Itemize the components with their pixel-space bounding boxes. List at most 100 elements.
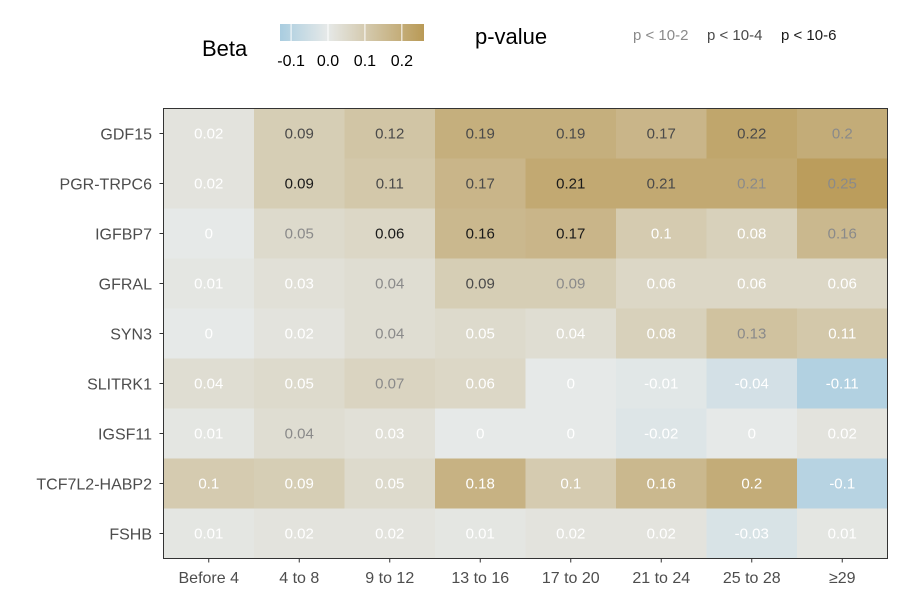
- x-axis: Before 4 4 to 8 9 to 12 13 to 16 17 to 20 21 …: [179, 558, 856, 587]
- heatmap-cell-label: 0.08: [647, 326, 676, 343]
- heatmap-cell: [254, 108, 345, 159]
- heatmap-cell: [797, 458, 888, 509]
- heatmap-cell: [797, 508, 888, 559]
- heatmap-cell-label: 0.11: [376, 176, 404, 193]
- heatmap-cell-label: 0.05: [375, 476, 404, 493]
- heatmap-cell-label: 0.02: [647, 526, 676, 543]
- heatmap-cell: [163, 258, 255, 309]
- heatmap-cell-label: 0.01: [194, 526, 223, 543]
- heatmap-cell-label: 0.09: [285, 176, 314, 193]
- heatmap-cell: [706, 108, 798, 159]
- heatmap-cell-label: 0.18: [466, 476, 495, 493]
- heatmap-cell: [525, 108, 617, 159]
- heatmap-cell: [797, 258, 888, 309]
- heatmap-cell: [706, 208, 798, 259]
- heatmap-cell: [525, 308, 617, 359]
- heatmap-cell-label: 0.16: [647, 476, 676, 493]
- heatmap-cell: [616, 408, 707, 459]
- heatmap-cell-label: 0.05: [466, 326, 495, 343]
- heatmap-cell-label: 0: [567, 426, 575, 443]
- heatmap-cell-label: 0.02: [194, 176, 223, 193]
- heatmap-cell: [706, 408, 798, 459]
- beta-tick-label: 0.0: [317, 53, 339, 70]
- heatmap-cell: [706, 508, 798, 559]
- heatmap-cell-label: 0.11: [828, 326, 856, 343]
- pvalue-legend: p-value p < 10-2 p < 10-4 p < 10-6: [475, 24, 836, 49]
- heatmap-cell: [616, 158, 707, 209]
- heatmap-cell-label: 0.2: [741, 476, 762, 493]
- x-tick-label: 13 to 16: [451, 570, 509, 587]
- heatmap-cell-label: 0.09: [466, 276, 495, 293]
- heatmap-cell: [616, 458, 707, 509]
- beta-colorbar: [280, 24, 424, 41]
- heatmap-cell-label: 0.02: [194, 126, 223, 143]
- beta-legend-title: Beta: [202, 36, 248, 61]
- heatmap-cell-label: 0.02: [285, 326, 314, 343]
- heatmap-cell-label: 0.06: [375, 226, 404, 243]
- heatmap-cell: [525, 408, 617, 459]
- heatmap-cell: [435, 508, 526, 559]
- heatmap-cell: [797, 358, 888, 409]
- heatmap-cell-label: 0: [567, 376, 575, 393]
- heatmap-cell: [616, 108, 707, 159]
- heatmap-cells: [163, 108, 888, 559]
- heatmap-cell-label: 0.02: [375, 526, 404, 543]
- heatmap-cell: [163, 108, 255, 159]
- heatmap-cell-label: 0.16: [828, 226, 857, 243]
- heatmap-cell-label: 0.17: [647, 126, 676, 143]
- heatmap-cell: [525, 358, 617, 409]
- y-tick-label: SLITRK1: [87, 377, 152, 394]
- heatmap-cell: [525, 258, 617, 309]
- heatmap-cell: [163, 158, 255, 209]
- heatmap-cell: [344, 458, 436, 509]
- heatmap-cell-label: 0.19: [466, 126, 495, 143]
- heatmap-cell: [706, 458, 798, 509]
- heatmap-cell-label: -0.11: [826, 376, 859, 393]
- heatmap-cell-label: 0.02: [828, 426, 857, 443]
- heatmap-cell: [616, 358, 707, 409]
- heatmap-cell-label: 0: [476, 426, 484, 443]
- heatmap-cell-label: -0.02: [644, 426, 678, 443]
- y-tick-label: SYN3: [110, 327, 152, 344]
- heatmap-cell: [706, 308, 798, 359]
- y-tick-label: TCF7L2-HABP2: [36, 477, 152, 494]
- heatmap-cell-label: 0.04: [556, 326, 585, 343]
- heatmap-cell: [163, 508, 255, 559]
- y-tick-label: GDF15: [100, 127, 152, 144]
- beta-legend: Beta -0.1 0.0 0.1 0.2: [202, 24, 424, 70]
- x-tick-label: ≥29: [829, 570, 856, 587]
- heatmap-cell-label: 0.2: [832, 126, 853, 143]
- heatmap-cell-label: 0.09: [285, 126, 314, 143]
- heatmap-cell-label: 0.02: [556, 526, 585, 543]
- heatmap-cell: [525, 158, 617, 209]
- y-tick-label: PGR-TRPC6: [60, 177, 153, 194]
- heatmap-cell-label: 0.04: [375, 276, 404, 293]
- heatmap-cell: [797, 408, 888, 459]
- heatmap-cell-label: 0.25: [828, 176, 857, 193]
- heatmap-cell: [616, 508, 707, 559]
- heatmap-cell: [163, 408, 255, 459]
- heatmap-cell: [344, 358, 436, 409]
- heatmap-cell: [344, 508, 436, 559]
- heatmap-cell: [435, 308, 526, 359]
- heatmap-cell-label: 0.19: [556, 126, 585, 143]
- x-tick-label: 4 to 8: [279, 570, 319, 587]
- heatmap-cell: [435, 358, 526, 409]
- heatmap-cell-label: 0.04: [285, 426, 314, 443]
- heatmap-cell-label: 0.1: [198, 476, 219, 493]
- heatmap-cell: [797, 308, 888, 359]
- y-tick-label: GFRAL: [99, 277, 152, 294]
- pvalue-level-2: p < 10-4: [707, 27, 762, 44]
- heatmap-cell-label: 0.09: [556, 276, 585, 293]
- heatmap-cell: [254, 358, 345, 409]
- heatmap-cell-label: 0: [205, 226, 213, 243]
- heatmap-cell-label: -0.1: [829, 476, 855, 493]
- heatmap-cell-label: 0.01: [194, 276, 223, 293]
- heatmap-cell-label: 0.1: [651, 226, 672, 243]
- heatmap-cell-label: 0.21: [647, 176, 676, 193]
- heatmap-cell: [435, 458, 526, 509]
- x-tick-label: 25 to 28: [723, 570, 781, 587]
- heatmap-cell-label: 0.13: [737, 326, 766, 343]
- heatmap-cell-label: -0.03: [735, 526, 769, 543]
